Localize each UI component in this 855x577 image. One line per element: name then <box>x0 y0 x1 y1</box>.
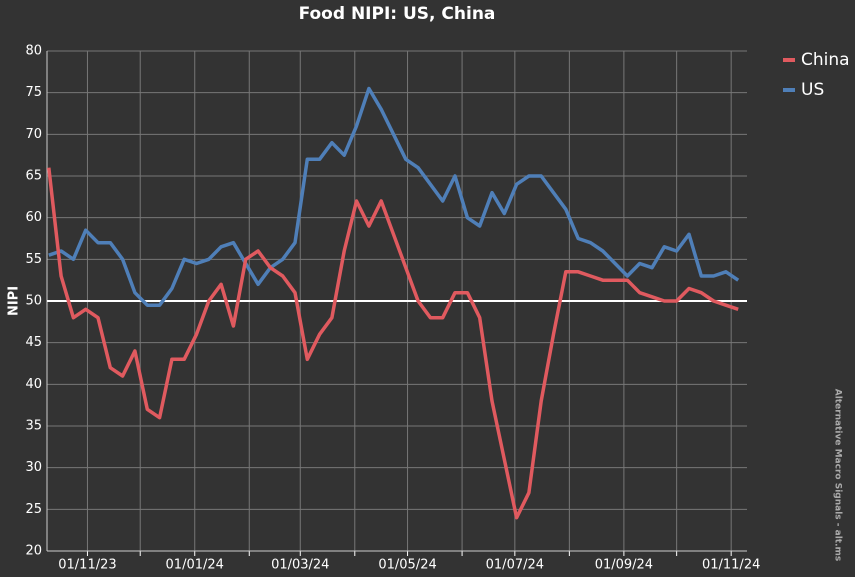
y-tick-label: 40 <box>25 377 42 392</box>
series-line <box>48 86 740 307</box>
x-tick-label: 01/11/23 <box>58 558 116 573</box>
y-tick-label: 70 <box>25 127 42 142</box>
x-tick-label: 01/11/24 <box>702 558 760 573</box>
y-tick-label: 35 <box>25 419 42 434</box>
source-note: Alternative Macro Signals - alt.ms <box>833 389 843 562</box>
y-tick-label: 50 <box>25 294 42 309</box>
x-tick-label: 01/09/24 <box>595 558 653 573</box>
chart-title: Food NIPI: US, China <box>299 4 496 24</box>
y-tick-label: 65 <box>25 169 42 184</box>
x-tick-label: 01/01/24 <box>166 558 224 573</box>
y-tick-label: 80 <box>25 44 42 59</box>
legend-label: US <box>801 80 824 100</box>
y-tick-label: 20 <box>25 544 42 559</box>
y-tick-label: 55 <box>25 252 42 267</box>
y-tick-label: 45 <box>25 335 42 350</box>
y-axis-label: NIPI <box>7 286 22 316</box>
x-tick-label: 01/03/24 <box>271 558 329 573</box>
y-tick-label: 60 <box>25 210 42 225</box>
y-tick-label: 30 <box>25 460 42 475</box>
x-tick-label: 01/07/24 <box>486 558 544 573</box>
y-tick-label: 25 <box>25 502 42 517</box>
series-line <box>47 167 739 520</box>
legend-label: China <box>801 50 850 70</box>
y-tick-label: 75 <box>25 85 42 100</box>
x-tick-label: 01/05/24 <box>378 558 436 573</box>
